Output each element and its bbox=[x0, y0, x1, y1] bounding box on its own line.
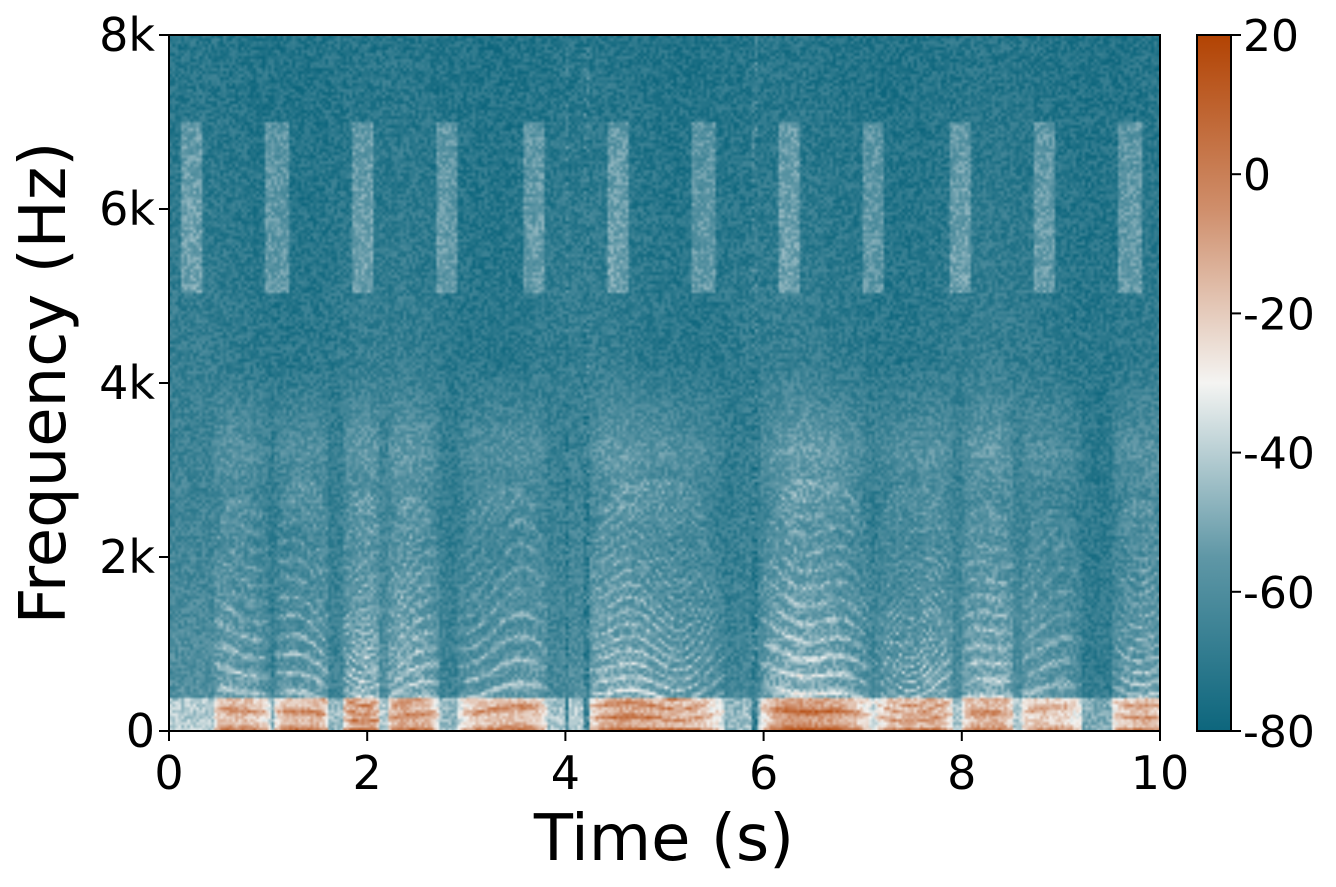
y-tick-label: 4k bbox=[99, 356, 155, 410]
colorbar-tick-label: -80 bbox=[1243, 707, 1315, 758]
y-axis-ticks: 0 2k 4k 6k 8k bbox=[99, 8, 169, 758]
colorbar: 20 0 -20 -40 -60 -80 bbox=[1196, 11, 1315, 758]
spectrogram-image bbox=[169, 35, 1160, 731]
x-tick-label: 10 bbox=[1131, 746, 1190, 800]
colorbar-gradient bbox=[1196, 34, 1232, 732]
colorbar-tick-label: -20 bbox=[1243, 289, 1315, 340]
y-tick-label: 6k bbox=[99, 182, 155, 236]
x-axis-label: Time (s) bbox=[533, 802, 794, 876]
x-tick-label: 0 bbox=[154, 746, 183, 800]
colorbar-tick-label: 20 bbox=[1243, 11, 1299, 62]
x-axis-ticks: 0 2 4 6 8 10 bbox=[154, 731, 1189, 800]
colorbar-tick-label: -40 bbox=[1243, 429, 1315, 480]
colorbar-tick-label: -60 bbox=[1243, 568, 1315, 619]
y-tick-label: 0 bbox=[126, 704, 155, 758]
y-tick-label: 8k bbox=[99, 8, 155, 62]
x-tick-label: 6 bbox=[749, 746, 778, 800]
x-tick-label: 8 bbox=[947, 746, 976, 800]
plot-area bbox=[168, 34, 1161, 732]
colorbar-tick-label: 0 bbox=[1243, 150, 1271, 201]
colorbar-ticks: 20 0 -20 -40 -60 -80 bbox=[1231, 11, 1315, 758]
y-axis-label: Frequency (Hz) bbox=[7, 142, 81, 625]
x-tick-label: 2 bbox=[353, 746, 382, 800]
x-tick-label: 4 bbox=[551, 746, 580, 800]
y-tick-label: 2k bbox=[99, 530, 155, 584]
